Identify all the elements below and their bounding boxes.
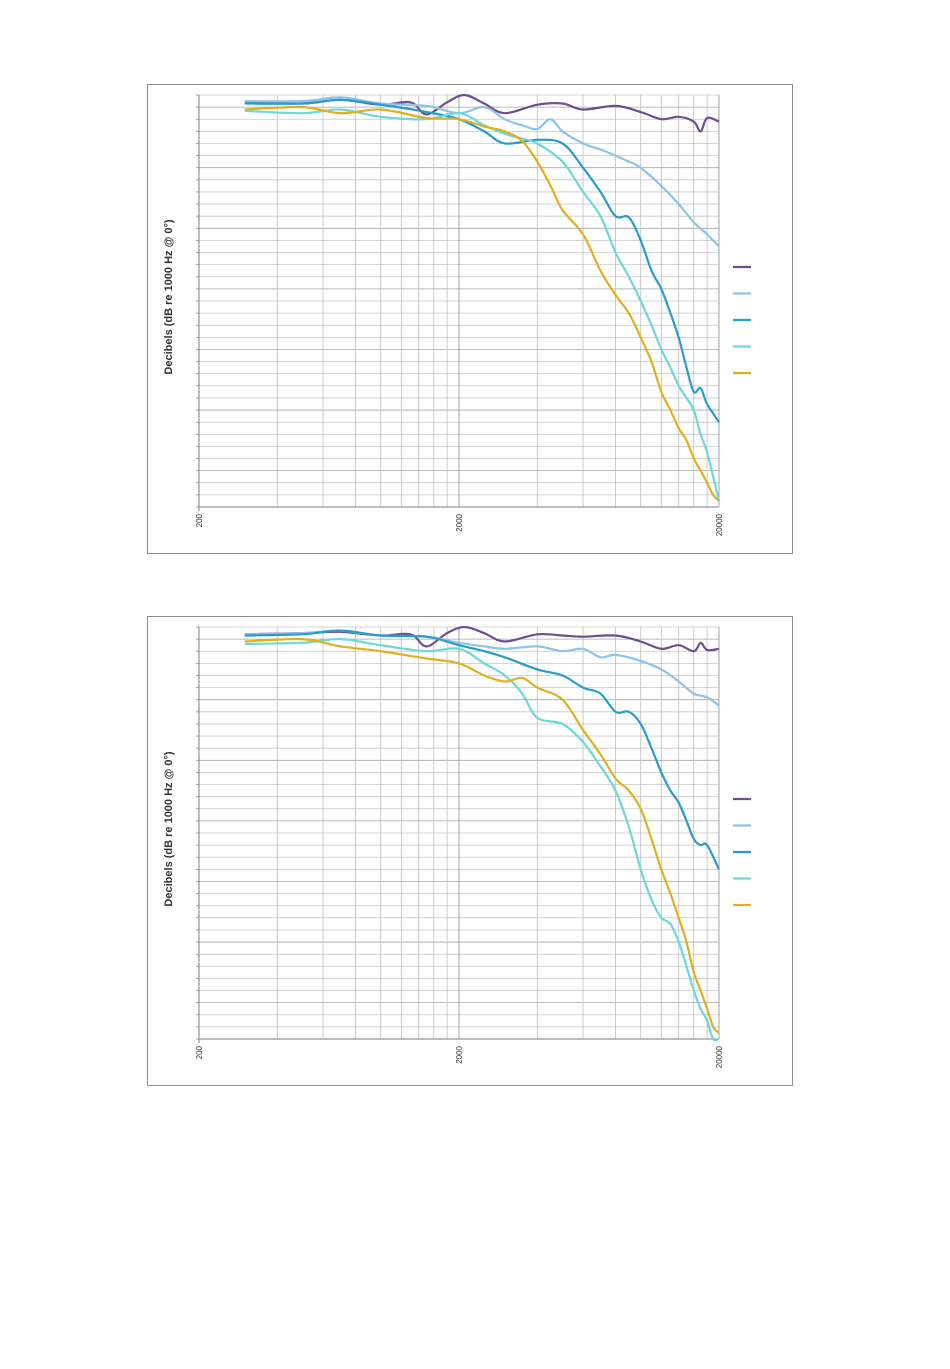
- x-tick-text: 200: [195, 513, 204, 527]
- chart-bottom: 200 2000 20000 Decibels (dB re 1000 Hz @ 0°…: [147, 616, 793, 1086]
- y-axis-label: Decibels (dB re 1000 Hz @ 0°): [163, 751, 175, 906]
- series-line-5: [244, 637, 720, 1034]
- series-line-3: [244, 98, 720, 423]
- x-tick-label: 20000: [715, 1045, 724, 1068]
- series-line-2: [244, 96, 720, 248]
- x-tick-text: 2000: [455, 513, 464, 531]
- x-tick-label: 20000: [715, 513, 724, 536]
- y-axis-label: Decibels (dB re 1000 Hz @ 0°): [163, 219, 175, 374]
- series-line-4: [244, 108, 721, 502]
- x-tick-label: 200: [195, 1045, 204, 1059]
- x-tick-label: 200: [195, 513, 204, 527]
- series-line-4: [244, 637, 720, 1042]
- chart-0-svg: 200 2000 20000 Decibels (dB re 1000 Hz @ 0°…: [163, 93, 751, 536]
- x-tick-text: 20000: [715, 513, 724, 536]
- chart-1-grid: [196, 626, 720, 1040]
- x-tick-label: 2000: [455, 513, 464, 531]
- x-tick-text: 200: [195, 1045, 204, 1059]
- chart-top: 200 2000 20000 Decibels (dB re 1000 Hz @ 0°…: [147, 84, 793, 554]
- x-tick-text: 20000: [715, 1045, 724, 1068]
- legend: [733, 797, 751, 907]
- x-tick-label: 2000: [455, 1045, 464, 1063]
- x-tick-text: 2000: [455, 1045, 464, 1063]
- chart-1-svg: 200 2000 20000 Decibels (dB re 1000 Hz @ 0°…: [163, 625, 751, 1068]
- legend: [733, 265, 751, 375]
- series-line-5: [244, 105, 720, 502]
- series-line-3: [244, 629, 720, 870]
